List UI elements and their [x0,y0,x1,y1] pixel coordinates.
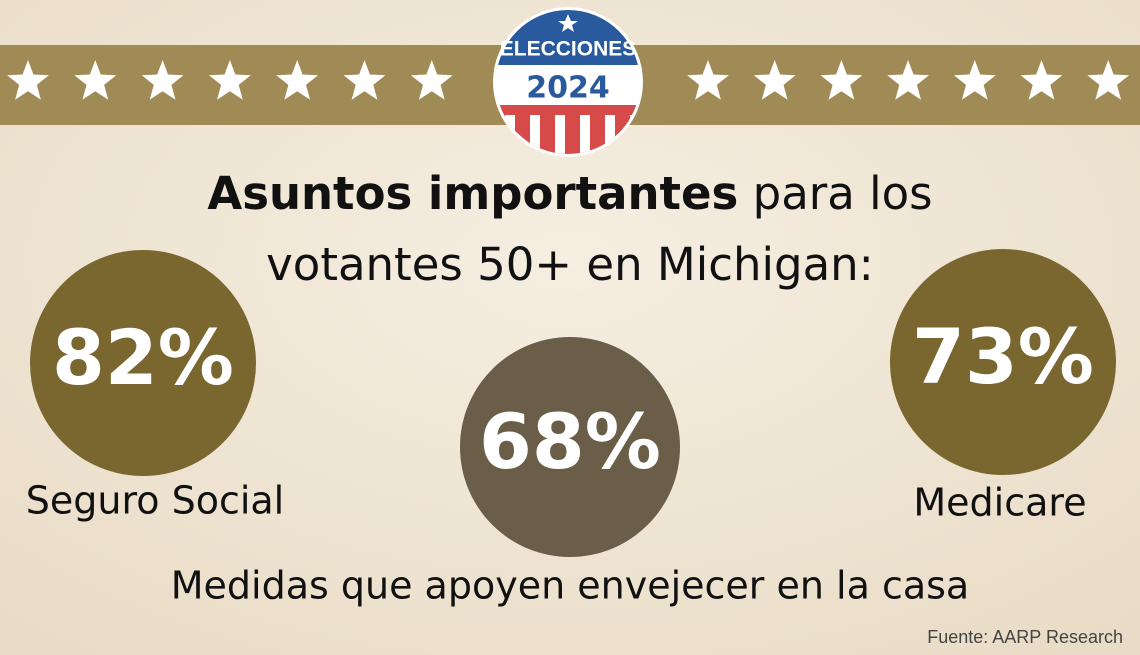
stat-circle [890,249,1116,475]
star [953,60,996,100]
title: Asuntos importantes para los [207,167,932,220]
stat-label: Seguro Social [26,479,285,523]
source: Fuente: AARP Research [927,627,1123,647]
stat-value: 68% [479,397,661,486]
star [1020,60,1063,100]
stat-circle [460,337,680,557]
stat-label: Medicare [913,481,1086,525]
stat-value: 82% [52,313,234,402]
star [753,60,796,100]
stat-label: Medidas que apoyen envejecer en la casa [171,564,969,608]
star [687,60,729,100]
star [1087,60,1130,100]
stat-circle [30,250,256,476]
star [887,60,929,100]
title-bold: Asuntos importantes [207,167,738,220]
star [74,60,117,100]
star [343,60,386,100]
star [7,60,49,100]
title-rest: para los [753,167,933,220]
stars [7,60,1130,100]
title-line2: votantes 50+ en Michigan: [266,238,874,291]
star [276,60,319,100]
star [820,60,863,100]
star [141,60,184,100]
star [410,60,453,100]
star [209,60,251,100]
stat-value: 73% [912,312,1094,401]
badge-year: 2024 [526,71,610,106]
badge-top: ELECCIONES [500,38,637,61]
